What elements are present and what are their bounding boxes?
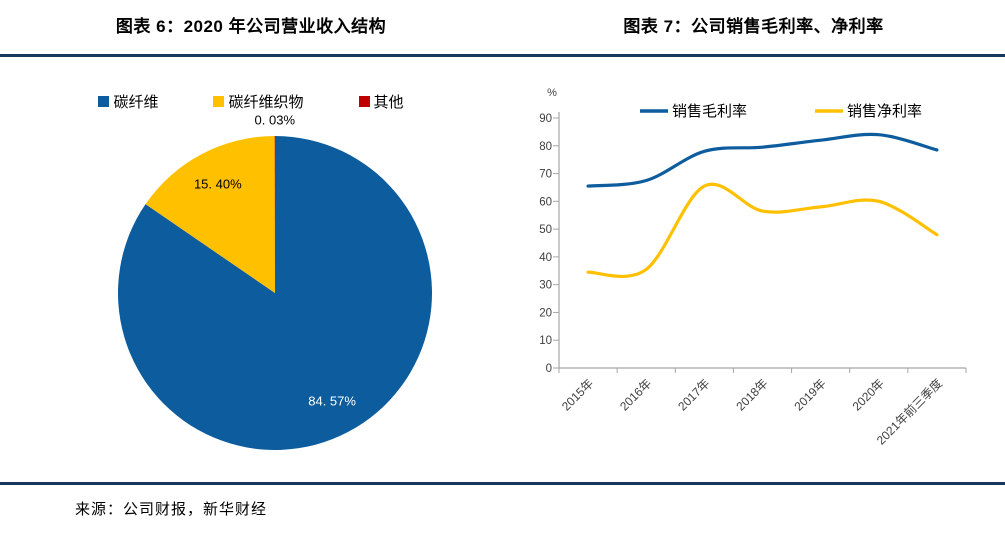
pie-legend-item-carbon_fiber: 碳纤维 — [98, 91, 158, 112]
pie-chart: 84. 57% 15. 40% 0. 03% — [118, 112, 433, 450]
y-axis-tick-label: 60 — [539, 196, 552, 208]
y-axis-tick-label: 50 — [539, 224, 552, 236]
x-axis-category-label: 2017年 — [675, 376, 712, 413]
pie-legend-item-carbon_fiber_fabric: 碳纤维织物 — [213, 91, 304, 112]
source-note: 来源：公司财报，新华财经 — [75, 501, 268, 518]
top-divider — [0, 54, 1005, 57]
line-chart: % 0 10 20 30 40 50 60 70 80 90 2015年 2016年 2017年 2018年… — [539, 87, 967, 447]
pie-slice-carbon_fiber — [118, 136, 433, 450]
left-chart-title: 图表 6：2020 年公司营业收入结构 — [115, 17, 387, 36]
x-axis-category-label: 2020年 — [850, 376, 887, 413]
legend-swatch-carbon_fiber_fabric — [213, 96, 225, 107]
line-legend-label-gross_margin: 销售毛利率 — [672, 103, 747, 120]
y-axis-tick-label: 70 — [539, 169, 552, 181]
pie-legend-label: 其他 — [373, 94, 404, 111]
pie-slice-value-label: 84. 57% — [308, 393, 356, 408]
right-chart-title: 图表 7：公司销售毛利率、净利率 — [623, 17, 884, 36]
y-axis-tick-label: 10 — [539, 335, 552, 347]
line-series-gross_margin — [586, 132, 939, 188]
pie-legend-label: 碳纤维 — [113, 94, 159, 111]
x-axis-category-label: 2015年 — [559, 376, 596, 413]
y-axis-tick-label: 80 — [539, 141, 552, 153]
pie-slice-value-label: 0. 03% — [255, 112, 296, 127]
x-axis-category-label: 2018年 — [733, 376, 770, 413]
pie-legend-label: 碳纤维织物 — [228, 94, 304, 111]
y-axis-tick-label: 30 — [539, 280, 552, 292]
y-axis-tick-label: 40 — [539, 252, 552, 264]
pie-slice-value-label: 15. 40% — [194, 177, 242, 192]
bottom-divider — [0, 482, 1005, 485]
legend-swatch-other — [358, 96, 370, 107]
y-axis-tick-label: 20 — [539, 307, 552, 319]
pie-legend-item-other: 其他 — [358, 91, 404, 112]
pie-slice-carbon_fiber_fabric — [145, 136, 275, 293]
legend-swatch-carbon_fiber — [98, 96, 110, 107]
line-legend-label-net_margin: 销售净利率 — [847, 103, 922, 120]
pie-legend: 碳纤维 碳纤维织物 其他 — [0, 91, 502, 112]
y-axis-tick-label: 90 — [539, 113, 552, 125]
x-axis-category-label: 2016年 — [617, 376, 654, 413]
y-axis-tick-label: 0 — [546, 363, 552, 375]
x-axis-category-label: 2019年 — [791, 376, 828, 413]
line-series-net_margin — [586, 182, 939, 278]
y-axis-unit-label: % — [547, 87, 557, 99]
